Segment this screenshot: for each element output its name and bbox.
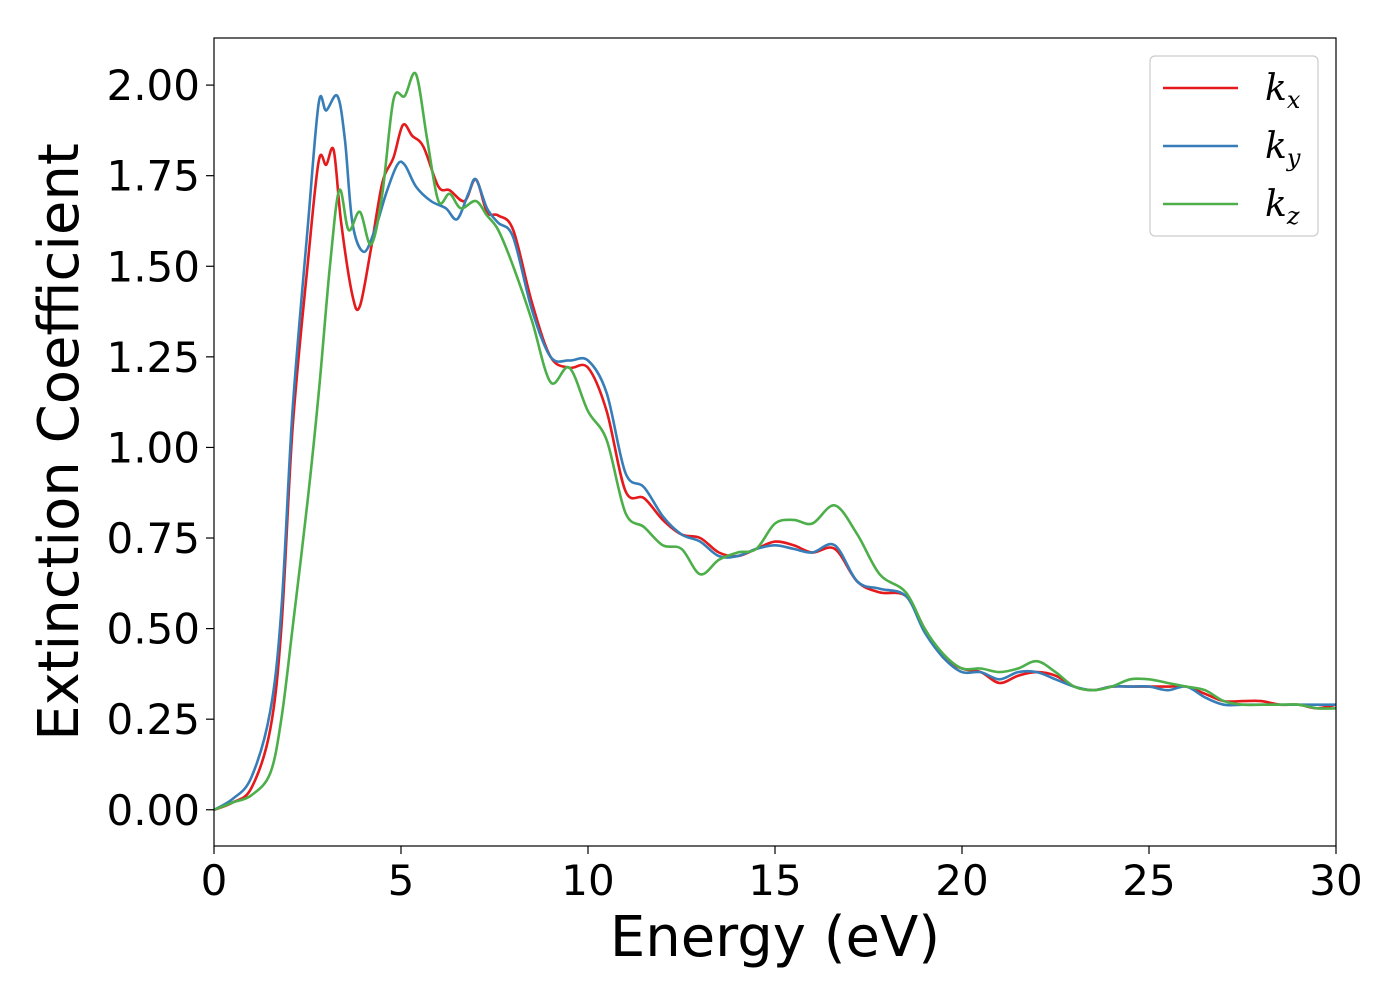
x-tick-label: 10 — [561, 856, 614, 905]
legend-label-kx: kx — [1265, 68, 1301, 114]
y-tick-label: 2.00 — [106, 61, 200, 110]
x-axis-title: Energy (eV) — [610, 905, 940, 970]
x-tick-label: 15 — [748, 856, 801, 905]
y-tick-label: 1.00 — [106, 423, 200, 472]
y-tick-label: 0.75 — [106, 514, 200, 563]
y-tick-label: 0.50 — [106, 605, 200, 654]
x-tick-label: 0 — [201, 856, 228, 905]
y-axis-title: Extinction Coefficient — [27, 143, 92, 741]
y-tick-label: 1.25 — [106, 333, 200, 382]
legend-label-ky: ky — [1265, 126, 1301, 172]
x-tick-label: 30 — [1309, 856, 1362, 905]
y-tick-label: 1.75 — [106, 152, 200, 201]
y-tick-label: 1.50 — [106, 242, 200, 291]
x-tick-label: 20 — [935, 856, 988, 905]
series-line-kz — [214, 71, 1336, 812]
y-tick-label: 0.00 — [106, 786, 200, 835]
x-tick-label: 5 — [388, 856, 415, 905]
y-axis-ticks: 0.00 0.25 0.50 0.75 1.00 1.25 1.50 1.75 2.00 — [106, 61, 214, 835]
x-tick-label: 25 — [1122, 856, 1175, 905]
series-lines — [214, 71, 1336, 812]
legend: kx ky kz — [1149, 55, 1319, 237]
legend-label-kz: kz — [1265, 184, 1300, 230]
x-axis-ticks: 0 5 10 15 20 25 30 — [201, 846, 1363, 905]
y-tick-label: 0.25 — [106, 695, 200, 744]
